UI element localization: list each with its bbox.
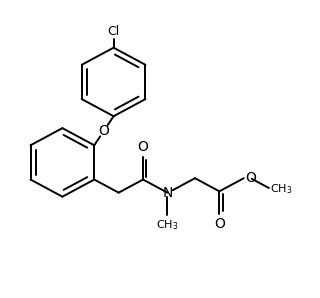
- Text: O: O: [138, 140, 148, 154]
- Text: O: O: [99, 124, 109, 138]
- Text: CH$_3$: CH$_3$: [156, 218, 179, 232]
- Text: CH$_3$: CH$_3$: [270, 182, 292, 196]
- Text: O: O: [214, 217, 225, 231]
- Text: O: O: [246, 171, 257, 185]
- Text: N: N: [162, 186, 172, 200]
- Text: Cl: Cl: [108, 25, 120, 38]
